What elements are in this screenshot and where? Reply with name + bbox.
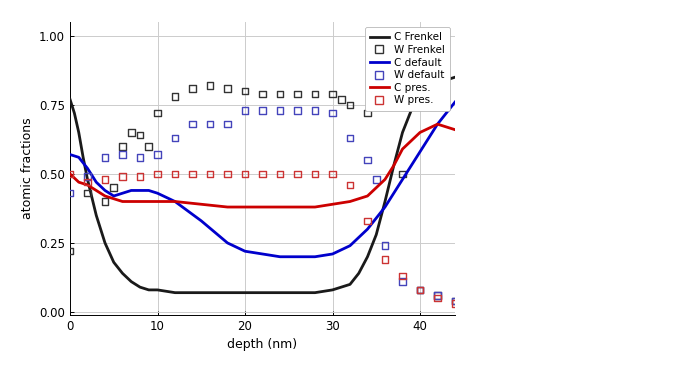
Point xyxy=(362,218,373,224)
Point xyxy=(64,190,76,196)
Point xyxy=(187,171,198,177)
Point xyxy=(187,85,198,91)
Point xyxy=(82,190,93,196)
Point xyxy=(327,171,338,177)
Point xyxy=(397,273,408,279)
Point xyxy=(222,171,233,177)
Point xyxy=(134,132,146,138)
Point xyxy=(169,171,181,177)
Point xyxy=(239,88,251,94)
Point xyxy=(99,199,111,205)
Point xyxy=(257,108,268,113)
Point xyxy=(292,171,303,177)
Point xyxy=(257,171,268,177)
Point xyxy=(336,96,347,102)
Point xyxy=(82,174,93,180)
Point xyxy=(449,298,461,304)
Point xyxy=(309,91,321,97)
Point xyxy=(222,85,233,91)
Point xyxy=(152,152,163,157)
Point xyxy=(327,91,338,97)
Point xyxy=(362,157,373,163)
Point xyxy=(257,91,268,97)
Point xyxy=(187,121,198,127)
Point xyxy=(414,287,426,293)
Point xyxy=(239,171,251,177)
X-axis label: depth (nm): depth (nm) xyxy=(228,338,298,351)
Point xyxy=(379,257,391,262)
Point xyxy=(239,108,251,113)
Point xyxy=(362,110,373,116)
Point xyxy=(64,248,76,254)
Point xyxy=(449,298,461,304)
Point xyxy=(274,171,286,177)
Point xyxy=(134,174,146,180)
Point xyxy=(204,121,216,127)
Point xyxy=(274,91,286,97)
Point xyxy=(309,171,321,177)
Point xyxy=(371,176,382,182)
Point xyxy=(414,287,426,293)
Point xyxy=(169,135,181,141)
Point xyxy=(152,171,163,177)
Point xyxy=(379,243,391,249)
Point xyxy=(344,182,356,188)
Point xyxy=(432,292,443,298)
Point xyxy=(99,154,111,160)
Point xyxy=(117,152,128,157)
Point xyxy=(344,102,356,108)
Point xyxy=(204,83,216,89)
Point xyxy=(292,91,303,97)
Point xyxy=(222,121,233,127)
Point xyxy=(449,301,461,307)
Point xyxy=(169,94,181,100)
Point xyxy=(309,108,321,113)
Y-axis label: atomic fractions: atomic fractions xyxy=(20,117,34,219)
Point xyxy=(82,179,93,185)
Point xyxy=(117,143,128,149)
Point xyxy=(204,171,216,177)
Point xyxy=(397,279,408,284)
Point xyxy=(327,110,338,116)
Point xyxy=(143,143,154,149)
Point xyxy=(414,287,426,293)
Point xyxy=(379,102,391,108)
Point xyxy=(64,171,76,177)
Point xyxy=(397,171,408,177)
Point xyxy=(117,174,128,180)
Legend: C Frenkel, W Frenkel, C default, W default, C pres., W pres.: C Frenkel, W Frenkel, C default, W defau… xyxy=(365,27,450,111)
Point xyxy=(344,135,356,141)
Point xyxy=(108,185,119,191)
Point xyxy=(432,295,443,301)
Point xyxy=(432,292,443,298)
Point xyxy=(274,108,286,113)
Point xyxy=(292,108,303,113)
Point xyxy=(152,110,163,116)
Point xyxy=(134,154,146,160)
Point xyxy=(126,130,137,135)
Point xyxy=(99,176,111,182)
